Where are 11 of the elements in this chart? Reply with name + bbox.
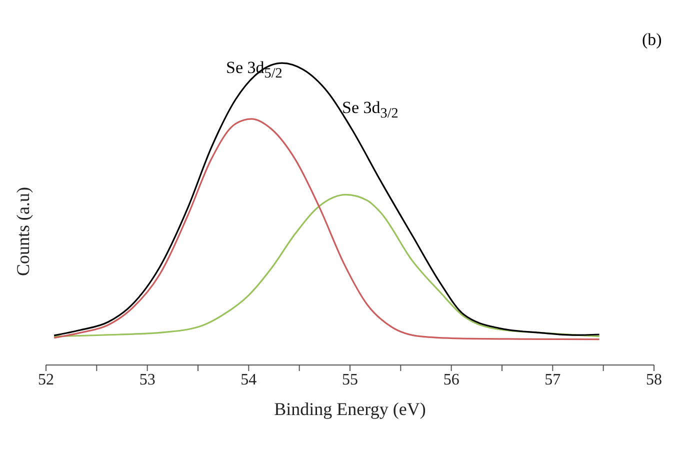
y-axis-title: Counts (a.u) [12, 187, 34, 276]
x-tick-label: 54 [240, 371, 257, 388]
text: (b) [642, 30, 662, 50]
x-tick-label: 53 [139, 371, 156, 388]
annotation: Se 3d$_{3/2}$ [342, 98, 398, 122]
x-tick-label: 57 [544, 371, 561, 388]
x-tick-label: 52 [38, 371, 54, 388]
x-tick-label: 55 [342, 371, 358, 388]
x-tick-label: 56 [443, 371, 460, 388]
x-axis-title: Binding Energy (eV) [274, 399, 426, 419]
x-tick-label: 58 [646, 371, 662, 388]
